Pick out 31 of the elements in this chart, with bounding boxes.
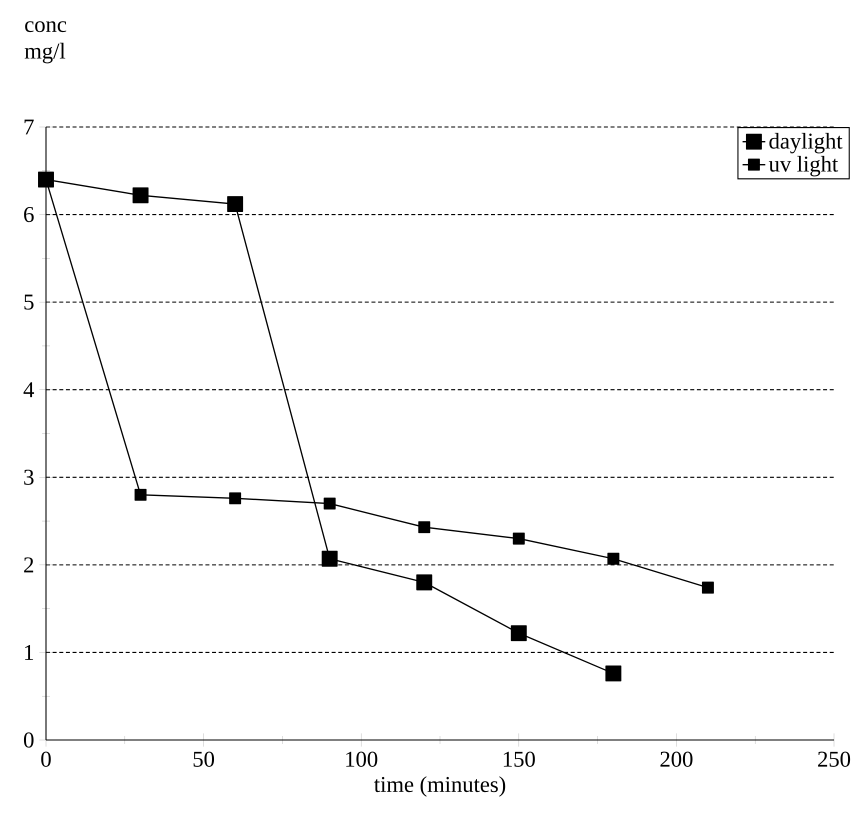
x-tick-label: 0 bbox=[41, 752, 51, 767]
y-tick-label: 1 bbox=[25, 644, 34, 660]
y-tick-label: 0 bbox=[24, 732, 34, 748]
point bbox=[229, 492, 242, 504]
point bbox=[324, 498, 336, 510]
y-tick-label: 2 bbox=[24, 557, 34, 572]
point bbox=[512, 532, 525, 545]
y-tick-label: 7 bbox=[24, 120, 34, 134]
y-axis-title: conc mg/l bbox=[24, 21, 66, 64]
y-tick-label: 4 bbox=[24, 382, 34, 398]
x-tick-label: 150 bbox=[504, 752, 535, 767]
point bbox=[702, 582, 714, 594]
x-tick-label: 200 bbox=[660, 752, 692, 767]
point bbox=[416, 574, 432, 590]
x-tick-label: 100 bbox=[346, 752, 378, 767]
y-tick-label: 3 bbox=[24, 470, 34, 485]
point bbox=[418, 521, 430, 534]
legend-label: uv light bbox=[768, 156, 838, 176]
point bbox=[605, 665, 622, 682]
legend-label: daylight bbox=[769, 132, 842, 154]
point bbox=[134, 488, 147, 501]
x-tick-label: 250 bbox=[818, 752, 850, 767]
x-tick-label: 50 bbox=[194, 752, 214, 767]
point bbox=[607, 552, 620, 565]
point bbox=[510, 625, 527, 642]
point bbox=[227, 196, 244, 212]
point bbox=[322, 550, 338, 567]
y-tick-label: 5 bbox=[24, 294, 34, 310]
point bbox=[132, 187, 149, 204]
y-tick-label: 6 bbox=[24, 206, 34, 222]
x-axis-title: time (minutes) bbox=[374, 776, 506, 797]
